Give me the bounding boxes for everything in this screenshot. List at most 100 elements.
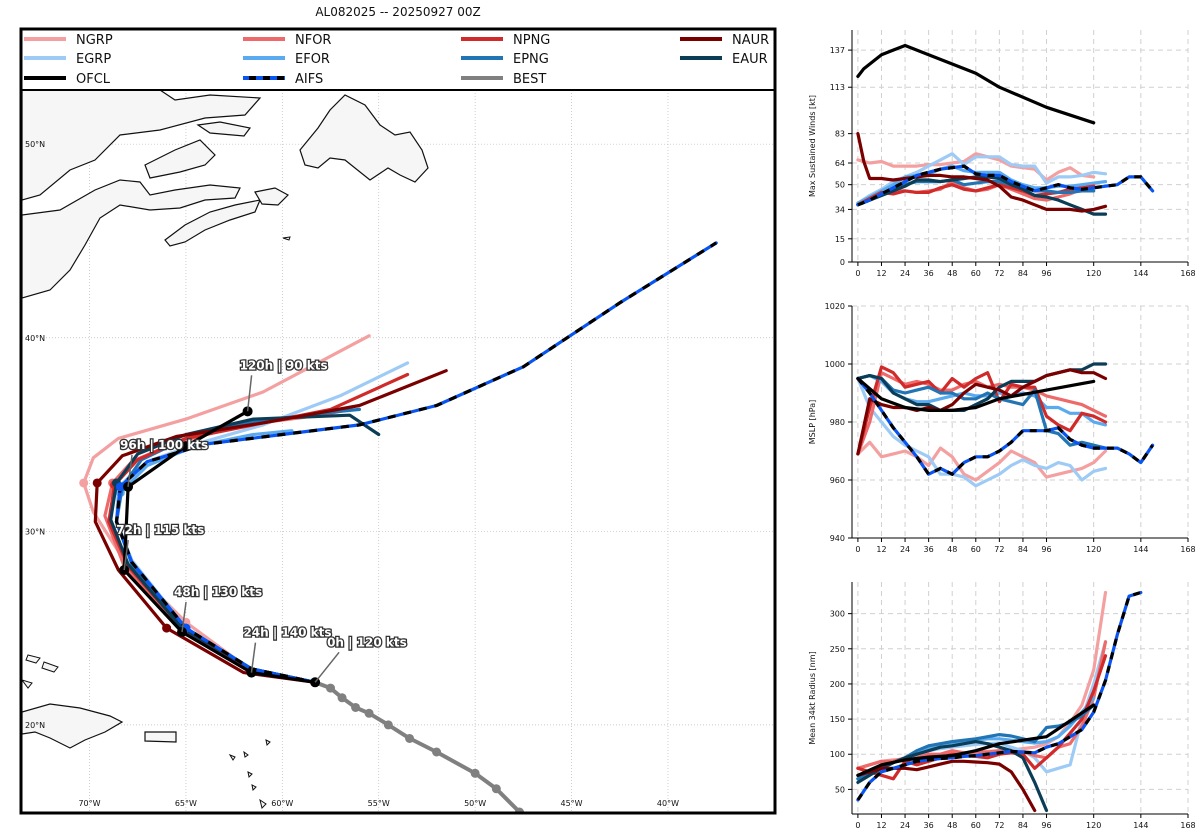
legend-item-aifs: AIFS <box>243 72 323 87</box>
track-point <box>514 807 524 812</box>
legend-label: EFOR <box>295 52 330 67</box>
y-tick-label: 1000 <box>825 360 845 369</box>
track-point <box>326 683 336 693</box>
x-tick-label: 72 <box>994 269 1004 278</box>
lon-label: 40°W <box>657 799 679 808</box>
x-tick-label: 12 <box>876 821 886 830</box>
legend-label: EPNG <box>513 52 549 67</box>
track-point <box>432 747 442 757</box>
track-point <box>364 708 374 718</box>
x-tick-label: 84 <box>1018 821 1028 830</box>
x-tick-label: 72 <box>994 821 1004 830</box>
land-newfoundland <box>299 94 429 183</box>
y-tick-label: 100 <box>830 750 845 759</box>
series-egrp <box>856 376 1108 488</box>
panel-mslp: 0 12 24 36 48 60 72 84 96 120 144 168 940 960 980 1000 1… <box>808 302 1196 554</box>
x-tick-label: 36 <box>924 269 934 278</box>
y-tick-label: 15 <box>835 235 845 244</box>
legend-item-egrp: EGRP <box>24 52 111 67</box>
series-naur <box>856 368 1108 456</box>
x-tick-label: 48 <box>947 821 957 830</box>
lat-label: 20°N <box>25 721 45 730</box>
x-tick-label: 84 <box>1018 545 1028 554</box>
y-axis-label: Mean 34kt Radius [nm] <box>808 651 817 744</box>
y-tick-label: 113 <box>830 83 845 92</box>
x-tick-label: 0 <box>855 821 860 830</box>
legend-item-best: BEST <box>461 72 546 87</box>
land-nova-scotia <box>164 199 261 247</box>
series-lines <box>856 43 1155 216</box>
legend-item-ofcl: OFCL <box>24 72 111 87</box>
annotation-label: 120h | 90 kts <box>240 358 328 372</box>
y-tick-label: 250 <box>830 645 845 654</box>
y-tick-label: 0 <box>840 258 845 267</box>
x-tick-label: 24 <box>900 269 910 278</box>
track-naur <box>92 369 448 684</box>
track-lines <box>79 241 718 812</box>
series-aifs <box>856 376 1155 476</box>
y-axis-label: Max Sustained Winds [kt] <box>808 95 817 197</box>
series-lines <box>856 362 1155 488</box>
lon-label: 70°W <box>78 799 100 808</box>
x-tick-label: 60 <box>971 269 981 278</box>
series-naur <box>856 132 1108 213</box>
x-tick-label: 96 <box>1041 821 1051 830</box>
legend-label: AIFS <box>295 72 323 87</box>
series-aifs-dash <box>857 164 1154 207</box>
series-lines <box>856 590 1143 813</box>
legend-item-nfor: NFOR <box>243 33 331 48</box>
land-puerto-rico <box>144 731 177 743</box>
x-tick-label: 84 <box>1018 269 1028 278</box>
legend-label: EGRP <box>76 52 111 67</box>
track-annotation: 24h | 140 kts <box>242 624 333 673</box>
y-tick-label: 940 <box>830 534 845 543</box>
x-tick-label: 144 <box>1133 545 1148 554</box>
track-point <box>470 768 480 778</box>
map-ticks: 50°N 40°N 30°N 20°N 70°W 65°W 60°W 55°W 50°W 45°W… <box>25 140 679 808</box>
y-tick-label: 200 <box>830 680 845 689</box>
x-tick-label: 60 <box>971 821 981 830</box>
legend-label: OFCL <box>76 72 111 87</box>
x-tick-label: 168 <box>1180 821 1195 830</box>
x-tick-label: 24 <box>900 545 910 554</box>
series-ngrp <box>856 440 1108 482</box>
legend-label: BEST <box>513 72 546 87</box>
legend-item-epng: EPNG <box>461 52 549 67</box>
annotation-label: 48h | 130 kts <box>174 585 262 599</box>
track-point <box>491 784 501 794</box>
annotation-label: 96h | 100 kts <box>120 438 208 452</box>
y-tick-label: 150 <box>830 715 845 724</box>
x-tick-label: 48 <box>947 269 957 278</box>
legend-item-ngrp: NGRP <box>24 33 113 48</box>
series-ofcl <box>856 43 1096 125</box>
panel-max-wind: 0 12 24 36 48 60 72 84 96 120 144 168 0 15 34 50 64 83 113… <box>808 30 1196 278</box>
series-eaur <box>856 175 1108 216</box>
legend-label: NGRP <box>76 33 113 48</box>
x-tick-label: 144 <box>1133 821 1148 830</box>
x-tick-label: 12 <box>876 545 886 554</box>
series-epng <box>856 374 1108 450</box>
legend-item-naur: NAUR <box>680 33 769 48</box>
y-tick-label: 64 <box>835 159 845 168</box>
land-lesser-antilles <box>228 739 271 809</box>
land-labrador <box>144 139 216 179</box>
track-annotation: 96h | 100 kts <box>119 437 209 487</box>
track-point <box>115 482 125 492</box>
series-npng <box>856 365 1108 456</box>
land-bahamas <box>22 654 59 689</box>
x-tick-label: 24 <box>900 821 910 830</box>
track-point <box>351 702 361 712</box>
x-tick-label: 48 <box>947 545 957 554</box>
x-tick-label: 36 <box>924 545 934 554</box>
track-point <box>405 733 415 743</box>
x-tick-label: 72 <box>994 545 1004 554</box>
land-hispaniola <box>22 703 124 749</box>
x-tick-label: 144 <box>1133 269 1148 278</box>
track-annotation: 120h | 90 kts <box>238 357 329 412</box>
track-point <box>383 720 393 730</box>
x-tick-label: 96 <box>1041 269 1051 278</box>
y-tick-label: 34 <box>835 205 845 214</box>
track-annotation: 72h | 115 kts <box>115 522 206 571</box>
lat-label: 40°N <box>25 334 45 343</box>
